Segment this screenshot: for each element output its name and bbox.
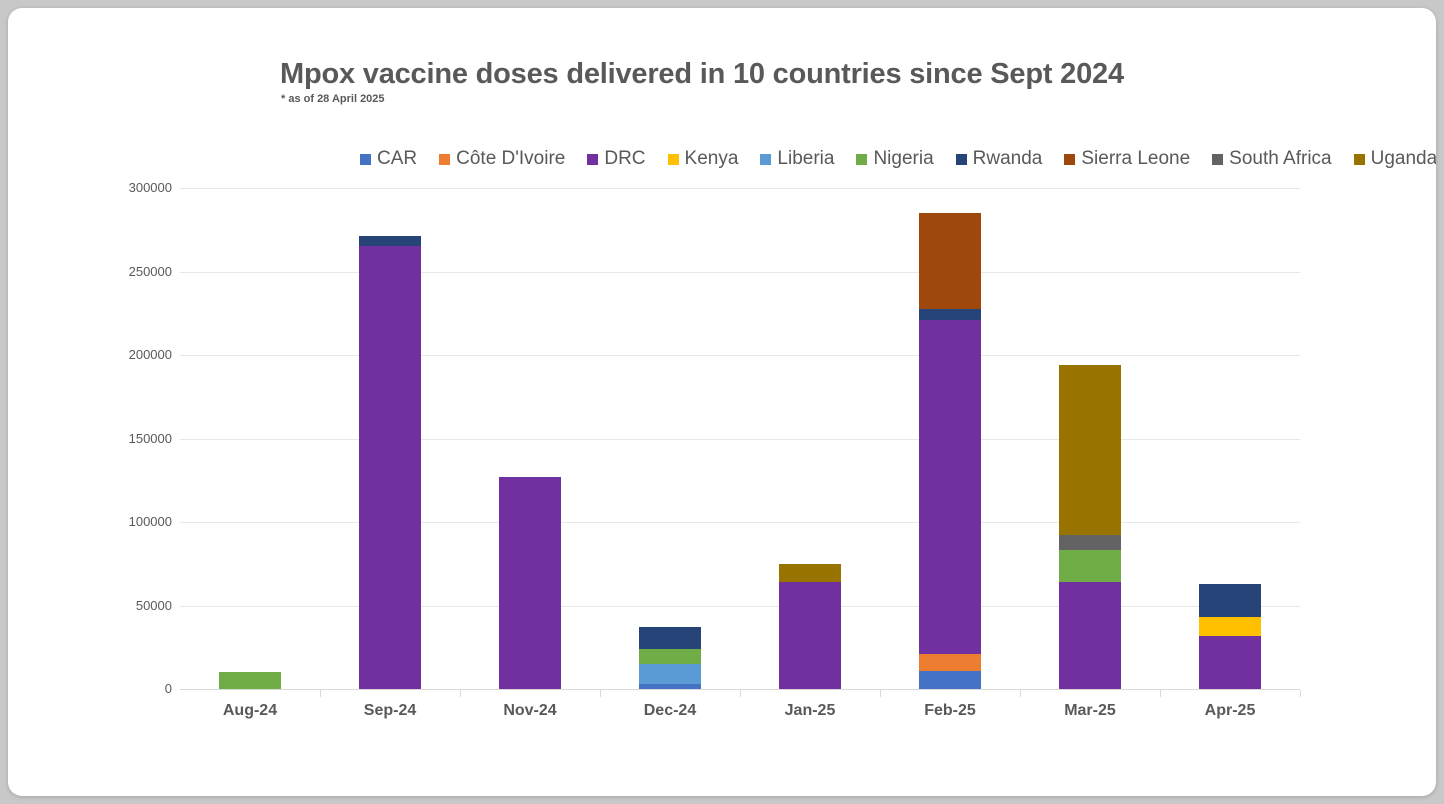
bar-segment[interactable] bbox=[1059, 550, 1121, 583]
x-axis-tick-label: Jan-25 bbox=[784, 702, 836, 719]
legend-item[interactable]: Rwanda bbox=[955, 148, 1043, 170]
legend-item[interactable]: Sierra Leone bbox=[1064, 148, 1190, 170]
y-axis-tick-label: 0 bbox=[164, 681, 172, 696]
x-axis-tick-label: Mar-25 bbox=[1064, 702, 1116, 719]
legend-label: Liberia bbox=[777, 148, 835, 169]
x-axis-tick-mark bbox=[1160, 690, 1161, 697]
legend-swatch-icon bbox=[1064, 153, 1076, 165]
x-axis-tick-mark bbox=[740, 690, 741, 697]
y-axis-tick-label: 200000 bbox=[128, 347, 172, 362]
legend-item[interactable]: Liberia bbox=[760, 148, 834, 170]
legend-item[interactable]: Nigeria bbox=[856, 148, 934, 170]
bar-stack[interactable] bbox=[499, 476, 561, 689]
x-axis-tick-label: Aug-24 bbox=[222, 702, 278, 719]
x-axis-tick-mark bbox=[460, 690, 461, 697]
legend-item[interactable]: DRC bbox=[587, 148, 646, 170]
bar-segment[interactable] bbox=[919, 213, 981, 310]
legend-swatch-icon bbox=[587, 153, 599, 165]
gridline bbox=[180, 271, 1300, 273]
legend-label: Sierra Leone bbox=[1081, 148, 1191, 169]
x-axis-tick-mark bbox=[320, 690, 321, 697]
legend-label: Uganda bbox=[1370, 148, 1436, 169]
legend-swatch-icon bbox=[955, 153, 967, 165]
legend-label: Nigeria bbox=[873, 148, 934, 169]
gridline bbox=[180, 522, 1300, 523]
legend-swatch-icon bbox=[856, 153, 868, 165]
x-axis-tick-mark bbox=[1020, 690, 1021, 697]
bar-segment[interactable] bbox=[1059, 535, 1121, 551]
x-axis-tick-label: Nov-24 bbox=[503, 702, 557, 719]
bar-segment[interactable] bbox=[639, 648, 701, 664]
gridline bbox=[180, 605, 1300, 607]
bar-segment[interactable] bbox=[499, 476, 561, 689]
chart-title: Mpox vaccine doses delivered in 10 count… bbox=[280, 58, 1124, 90]
bar-stack[interactable] bbox=[779, 563, 841, 689]
legend-label: Côte D'Ivoire bbox=[456, 148, 566, 169]
gridline bbox=[180, 438, 1300, 440]
plot-area: 300000 250000 200000 150000 100000 50000 0 Aug-… bbox=[8, 8, 1436, 796]
bar-segment[interactable] bbox=[359, 236, 421, 247]
bar-segment[interactable] bbox=[919, 309, 981, 320]
chart-legend: CAR Côte D'Ivoire DRC Kenya Liberia Nigeria Rw… bbox=[360, 146, 1436, 172]
x-axis-tick-mark bbox=[1300, 690, 1301, 697]
gridline bbox=[180, 188, 1300, 189]
legend-label: South Africa bbox=[1229, 148, 1332, 169]
y-axis-tick-label: 300000 bbox=[128, 180, 172, 195]
x-axis-tick-label: Apr-25 bbox=[1204, 702, 1256, 719]
legend-swatch-icon bbox=[760, 153, 772, 165]
bar-segment[interactable] bbox=[359, 246, 421, 689]
bar-stack[interactable] bbox=[359, 236, 421, 689]
bar-stack[interactable] bbox=[1059, 365, 1121, 689]
legend-item[interactable]: South Africa bbox=[1212, 148, 1332, 170]
legend-label: Rwanda bbox=[972, 148, 1043, 169]
bar-segment[interactable] bbox=[919, 319, 981, 654]
x-axis-tick-mark bbox=[600, 690, 601, 697]
chart-card: Mpox vaccine doses delivered in 10 count… bbox=[8, 8, 1436, 796]
legend-label: Kenya bbox=[684, 148, 739, 169]
x-axis-tick-label: Sep-24 bbox=[363, 702, 417, 719]
x-axis-tick-label: Dec-24 bbox=[643, 702, 697, 719]
legend-swatch-icon bbox=[360, 153, 371, 165]
bar-stack[interactable] bbox=[1199, 583, 1261, 689]
bar-segment[interactable] bbox=[1059, 582, 1121, 689]
bar-stack[interactable] bbox=[919, 213, 981, 689]
y-axis-tick-label: 100000 bbox=[128, 514, 172, 529]
bar-segment[interactable] bbox=[219, 672, 281, 689]
bar-segment[interactable] bbox=[919, 670, 981, 689]
bar-stack[interactable] bbox=[639, 627, 701, 689]
y-axis-tick-label: 50000 bbox=[135, 597, 172, 613]
bar-segment[interactable] bbox=[779, 563, 841, 583]
bar-segment[interactable] bbox=[639, 627, 701, 649]
legend-item[interactable]: Uganda bbox=[1353, 148, 1436, 170]
bar-segment[interactable] bbox=[779, 582, 841, 689]
bar-segment[interactable] bbox=[639, 663, 701, 684]
legend-swatch-icon bbox=[439, 153, 451, 165]
legend-item[interactable]: Côte D'Ivoire bbox=[439, 148, 565, 170]
gridline bbox=[180, 689, 1300, 690]
legend-item[interactable]: Kenya bbox=[667, 148, 739, 170]
legend-label: CAR bbox=[377, 148, 418, 169]
bar-segment[interactable] bbox=[1199, 635, 1261, 689]
bar-stack[interactable] bbox=[219, 672, 281, 689]
bar-segment[interactable] bbox=[1199, 617, 1261, 636]
gridline bbox=[180, 355, 1300, 356]
legend-swatch-icon bbox=[1353, 153, 1365, 165]
x-axis-tick-mark bbox=[880, 690, 881, 697]
y-axis-tick-label: 250000 bbox=[128, 263, 172, 279]
bar-segment[interactable] bbox=[1199, 583, 1261, 618]
legend-swatch-icon bbox=[1212, 153, 1224, 165]
x-axis-tick-label: Feb-25 bbox=[924, 702, 976, 719]
legend-item[interactable]: CAR bbox=[360, 148, 417, 170]
bar-segment[interactable] bbox=[1059, 365, 1121, 536]
y-axis-tick-label: 150000 bbox=[128, 430, 172, 446]
chart-subtitle: * as of 28 April 2025 bbox=[281, 93, 385, 105]
bar-segment[interactable] bbox=[639, 683, 701, 689]
bar-segment[interactable] bbox=[919, 653, 981, 671]
legend-swatch-icon bbox=[667, 153, 679, 165]
legend-label: DRC bbox=[604, 148, 646, 169]
